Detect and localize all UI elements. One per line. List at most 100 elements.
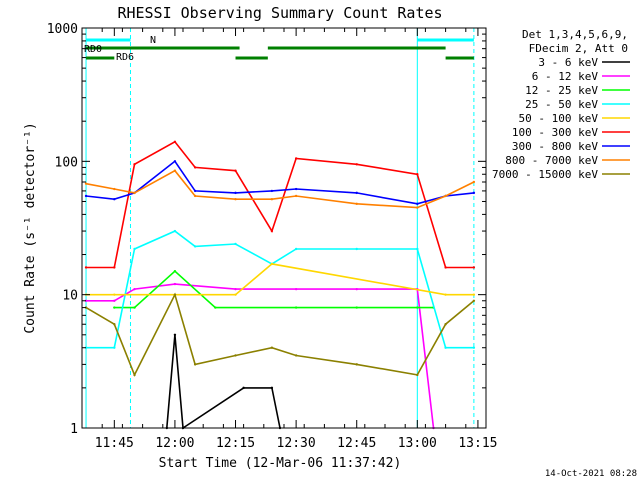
series-line xyxy=(85,292,475,377)
series-point xyxy=(173,333,177,337)
series-point xyxy=(416,247,419,251)
series-point xyxy=(472,191,476,195)
legend-label: 800 - 7000 keV xyxy=(505,154,598,167)
y-tick-label: 100 xyxy=(55,155,78,170)
x-axis-ticks: 11:45 12:00 12:15 12:30 12:45 13:00 13:15 xyxy=(81,28,497,451)
series-point xyxy=(294,287,298,291)
series-lines xyxy=(84,140,476,430)
series-point xyxy=(113,197,116,201)
series-point xyxy=(270,197,274,201)
legend-label: 300 - 800 keV xyxy=(512,140,598,153)
legend-label: 3 - 6 keV xyxy=(538,56,598,69)
series-point xyxy=(113,306,116,309)
x-axis-label: Start Time (12-Mar-06 11:37:42) xyxy=(159,456,402,471)
plot-frame xyxy=(81,27,487,429)
series-point xyxy=(270,262,274,266)
legend: Det 1,3,4,5,6,9,FDecim 2, Att 03 - 6 keV… xyxy=(492,28,630,181)
series-point xyxy=(416,202,419,206)
series-point xyxy=(113,266,116,269)
series-point xyxy=(270,386,274,390)
series-point xyxy=(84,306,88,309)
series-point xyxy=(133,373,136,377)
series-point xyxy=(113,299,116,302)
flag-label: RD0 xyxy=(84,44,102,55)
series-point xyxy=(355,306,358,309)
series-point xyxy=(193,363,197,366)
series-point xyxy=(84,266,88,269)
series-point xyxy=(173,140,177,144)
series-point xyxy=(234,169,237,172)
series-point xyxy=(133,191,136,195)
series-point xyxy=(355,287,358,291)
series-line xyxy=(86,283,435,429)
x-tick-label: 13:00 xyxy=(398,436,437,451)
y-axis-ticks: 1 10 100 1000 xyxy=(47,22,486,437)
series-point xyxy=(234,287,237,291)
series-point xyxy=(355,247,358,251)
series-point xyxy=(234,242,237,246)
flag-label: RD6 xyxy=(116,52,134,63)
series-point xyxy=(133,247,136,251)
x-tick-label: 12:30 xyxy=(277,436,316,451)
x-tick-label: 13:15 xyxy=(458,436,497,451)
legend-label: 12 - 25 keV xyxy=(525,84,598,97)
series-line xyxy=(85,169,475,209)
series-point xyxy=(444,323,447,326)
series-point xyxy=(444,346,447,349)
series-point xyxy=(133,287,136,291)
series-point xyxy=(173,282,177,286)
series-point xyxy=(113,346,116,349)
series-point xyxy=(416,373,419,377)
series-point xyxy=(472,346,476,349)
x-tick-label: 12:00 xyxy=(155,436,194,451)
series-point xyxy=(355,191,358,195)
series-point xyxy=(173,229,177,233)
chart-title: RHESSI Observing Summary Count Rates xyxy=(117,4,442,22)
series-point xyxy=(173,169,177,172)
series-line xyxy=(114,270,434,309)
series-point xyxy=(472,266,476,269)
series-point xyxy=(294,157,298,160)
attenuator-flags: RD0 N RD6 xyxy=(84,28,475,428)
series-point xyxy=(270,346,274,349)
series-point xyxy=(193,189,197,193)
series-point xyxy=(355,163,358,166)
series-point xyxy=(444,266,447,269)
series-point xyxy=(472,180,476,184)
series-point xyxy=(472,299,476,302)
legend-label: 25 - 50 keV xyxy=(525,98,598,111)
series-point xyxy=(294,187,298,191)
series-point xyxy=(193,194,197,198)
legend-label: 7000 - 15000 keV xyxy=(492,168,598,181)
y-tick-label: 1 xyxy=(70,422,78,437)
y-axis-label: Count Rate (s⁻¹ detector⁻¹) xyxy=(23,122,38,333)
series-line xyxy=(86,140,474,269)
series-point xyxy=(234,354,237,357)
legend-header: FDecim 2, Att 0 xyxy=(529,42,628,55)
series-line xyxy=(85,160,474,205)
y-tick-label: 1000 xyxy=(47,22,78,37)
series-point xyxy=(355,363,358,366)
series-point xyxy=(472,293,476,296)
y-tick-label: 10 xyxy=(62,289,78,304)
series-line xyxy=(166,334,281,430)
series-point xyxy=(173,269,177,273)
series-point xyxy=(173,160,177,163)
series-point xyxy=(84,346,88,349)
series-line xyxy=(86,263,474,296)
legend-label: 100 - 300 keV xyxy=(512,126,598,139)
series-point xyxy=(193,245,197,248)
series-point xyxy=(113,293,116,296)
series-point xyxy=(173,293,177,296)
series-point xyxy=(416,206,419,209)
series-point xyxy=(294,354,298,357)
series-point xyxy=(444,194,447,198)
series-point xyxy=(416,306,419,309)
series-point xyxy=(214,306,217,309)
series-point xyxy=(294,194,298,198)
x-tick-label: 11:45 xyxy=(95,436,134,451)
series-point xyxy=(234,293,237,296)
series-point xyxy=(133,163,136,166)
series-point xyxy=(193,166,197,169)
